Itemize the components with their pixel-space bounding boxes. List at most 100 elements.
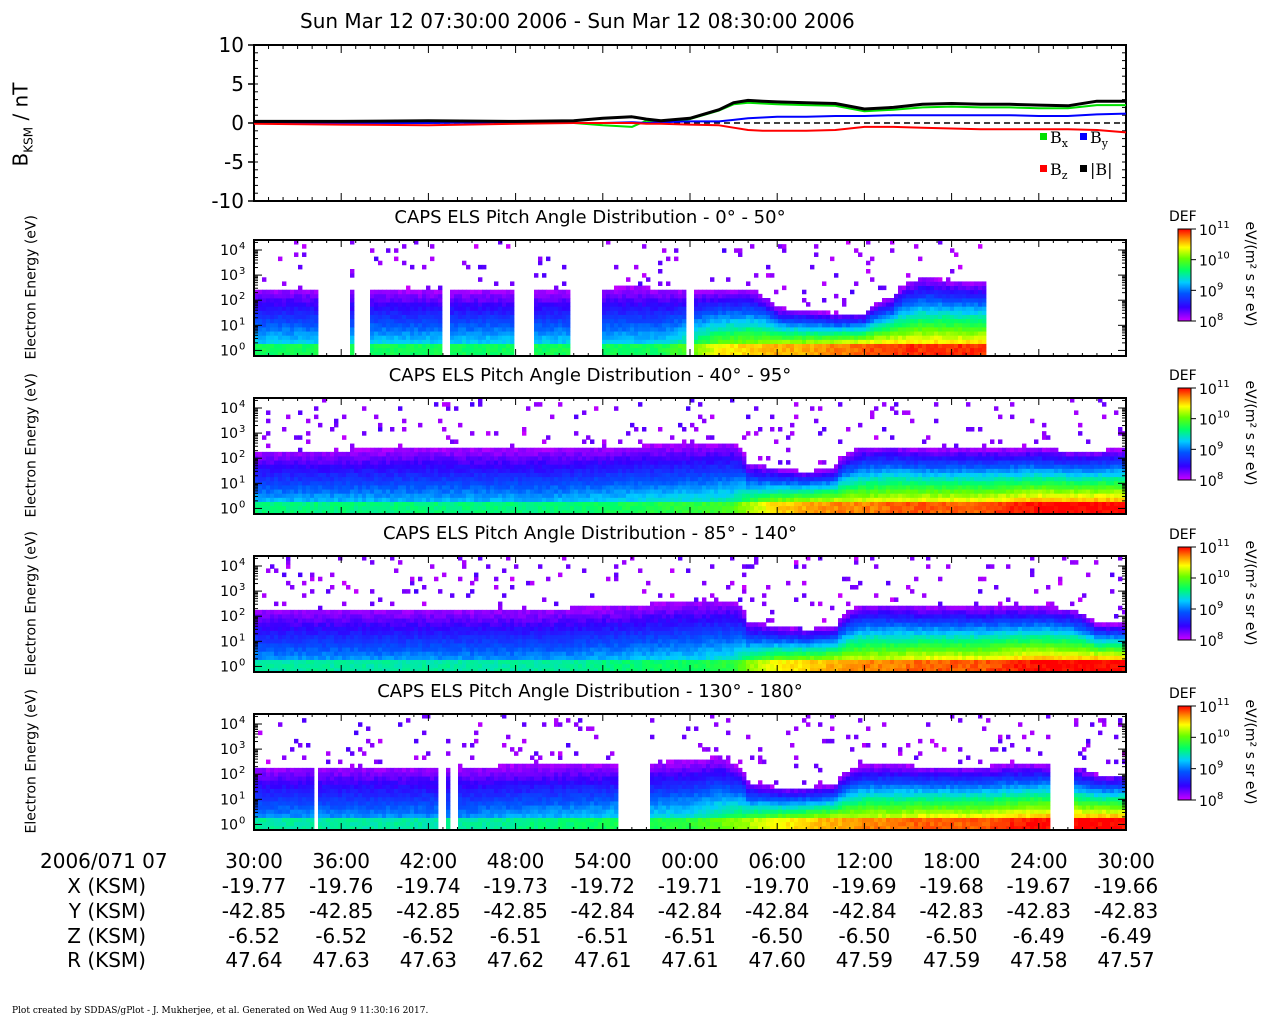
heatmap-cell [314, 335, 319, 340]
heatmap-cell [914, 327, 919, 332]
heatmap-cell [934, 351, 939, 357]
heatmap-cell [622, 302, 627, 307]
heatmap-cell [738, 460, 743, 465]
heatmap-cell [462, 302, 467, 307]
heatmap-cell [630, 422, 635, 428]
heatmap-cell [290, 314, 295, 320]
heatmap-cell [542, 273, 547, 278]
heatmap-cell [622, 451, 627, 457]
heatmap-cell [294, 497, 299, 502]
heatmap-cell [722, 343, 727, 349]
heatmap-cell [466, 489, 471, 494]
heatmap-cell [378, 427, 383, 432]
heatmap-cell [942, 351, 947, 357]
heatmap-cell [506, 464, 511, 469]
heatmap-cell [474, 351, 479, 357]
heatmap-cell [502, 310, 507, 315]
heatmap-cell [638, 318, 643, 324]
heatmap-cell [918, 335, 923, 340]
heatmap-cell [262, 509, 267, 515]
heatmap-cell [426, 314, 431, 320]
heatmap-cell [310, 302, 315, 307]
heatmap-cell [902, 289, 907, 295]
heatmap-cell [654, 443, 659, 449]
heatmap-cell [890, 339, 895, 344]
heatmap-cell [410, 347, 415, 353]
heatmap-cell [770, 306, 775, 311]
heatmap-cell [266, 456, 271, 461]
heatmap-cell [538, 289, 543, 295]
heatmap-cell [302, 347, 307, 353]
heatmap-cell [770, 302, 775, 307]
heatmap-cell [358, 464, 363, 469]
heatmap-cell [258, 327, 263, 332]
heatmap-cell [374, 493, 379, 498]
heatmap-cell [718, 293, 723, 299]
heatmap-cell [478, 339, 483, 344]
heatmap-cell [622, 501, 627, 507]
heatmap-cell [598, 509, 603, 515]
heatmap-cell [678, 339, 683, 344]
heatmap-cell [938, 347, 943, 353]
heatmap-cell [498, 289, 503, 295]
heatmap-cell [478, 318, 483, 324]
heatmap-cell [626, 302, 631, 307]
heatmap-cell [546, 318, 551, 324]
heatmap-cell [262, 314, 267, 320]
heatmap-cell [454, 501, 459, 507]
heatmap-cell [346, 472, 351, 478]
heatmap-cell [542, 327, 547, 332]
heatmap-cell [650, 306, 655, 311]
heatmap-cell [602, 460, 607, 465]
heatmap-cell [894, 318, 899, 324]
heatmap-cell [458, 468, 463, 473]
heatmap-cell [430, 298, 435, 303]
heatmap-cell [666, 281, 671, 286]
heatmap-cell [350, 240, 355, 245]
heatmap-cell [390, 464, 395, 469]
heatmap-cell [758, 501, 763, 507]
heatmap-cell [634, 447, 639, 453]
heatmap-cell [546, 256, 551, 262]
heatmap-cell [490, 351, 495, 357]
heatmap-cell [394, 343, 399, 349]
heatmap-cell [446, 456, 451, 461]
heatmap-cell [738, 343, 743, 349]
heatmap-cell [270, 505, 275, 511]
heatmap-cell [686, 493, 691, 498]
heatmap-cell [870, 318, 875, 324]
heatmap-cell [426, 472, 431, 478]
heatmap-cell [966, 339, 971, 344]
heatmap-cell [982, 322, 987, 328]
heatmap-cell [458, 335, 463, 340]
heatmap-cell [690, 501, 695, 507]
heatmap-cell [466, 472, 471, 478]
heatmap-cell [810, 314, 815, 320]
heatmap-cell [926, 322, 931, 328]
heatmap-cell [626, 314, 631, 320]
heatmap-cell [638, 468, 643, 473]
heatmap-cell [622, 468, 627, 473]
heatmap-cell [934, 327, 939, 332]
heatmap-cell [290, 322, 295, 328]
heatmap-cell [262, 476, 267, 482]
heatmap-cell [266, 460, 271, 465]
heatmap-cell [542, 464, 547, 469]
heatmap-cell [270, 476, 275, 482]
heatmap-cell [274, 505, 279, 511]
heatmap-cell [574, 501, 579, 507]
heatmap-cell [946, 289, 951, 295]
heatmap-cell [566, 447, 571, 453]
heatmap-cell [302, 322, 307, 328]
heatmap-cell [254, 314, 259, 320]
heatmap-cell [302, 310, 307, 315]
heatmap-cell [410, 339, 415, 344]
heatmap-cell [498, 497, 503, 502]
heatmap-cell [378, 456, 383, 461]
heatmap-cell [714, 472, 719, 478]
heatmap-cell [362, 406, 367, 411]
heatmap-cell [742, 435, 747, 440]
heatmap-cell [794, 310, 799, 315]
heatmap-cell [490, 302, 495, 307]
heatmap-cell [674, 339, 679, 344]
